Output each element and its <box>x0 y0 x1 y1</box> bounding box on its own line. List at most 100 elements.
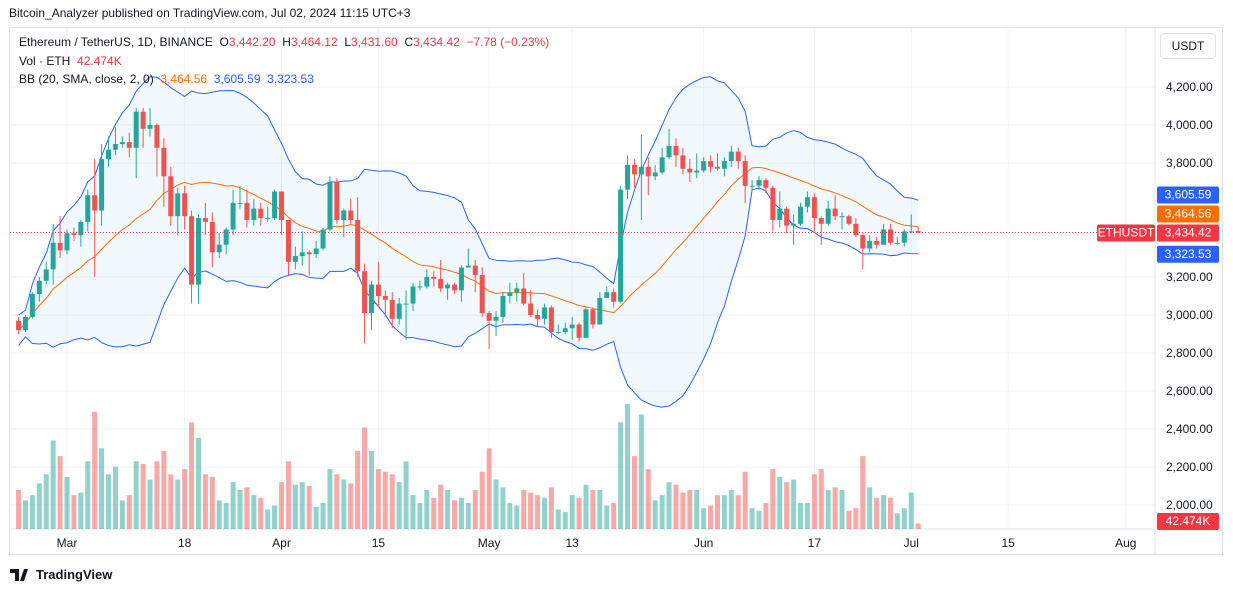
candle-body <box>348 210 354 220</box>
volume-bar <box>618 422 624 529</box>
low-value: 3,431.60 <box>351 35 398 49</box>
currency-unit-button[interactable]: USDT <box>1160 33 1216 59</box>
candle-body <box>507 292 513 296</box>
volume-bar <box>119 500 125 529</box>
volume-bar <box>825 489 831 529</box>
volume-legend[interactable]: Vol · ETH 42.474K <box>19 54 122 68</box>
volume-bar <box>251 495 257 529</box>
volume-bar <box>555 509 561 529</box>
price-tick-label: 2,400.00 <box>1166 422 1213 436</box>
candle-body <box>472 265 478 276</box>
volume-bar <box>604 505 610 529</box>
bb-legend[interactable]: BB (20, SMA, close, 2, 0) 3,464.56 3,605… <box>19 72 314 86</box>
candle-body <box>576 324 582 338</box>
volume-bar <box>355 450 361 529</box>
candle-body <box>569 324 575 329</box>
volume-bar <box>728 489 734 529</box>
volume-bar <box>694 489 700 529</box>
volume-bar <box>514 505 520 529</box>
volume-bar <box>64 476 70 529</box>
volume-bar <box>611 502 617 529</box>
volume-bar <box>306 486 312 529</box>
candle-body <box>362 271 368 314</box>
volume-bar <box>292 484 298 529</box>
candle-body <box>147 125 153 129</box>
candle-body <box>521 288 527 304</box>
volume-bar <box>279 482 285 529</box>
volume-bar <box>770 469 776 529</box>
volume-bar <box>50 440 56 529</box>
volume-bar <box>29 495 35 529</box>
volume-bar <box>92 411 98 529</box>
publish-info: Bitcoin_Analyzer published on TradingVie… <box>9 6 411 20</box>
volume-bar <box>36 483 42 529</box>
candle-body <box>216 244 222 253</box>
volume-bar <box>237 489 243 529</box>
candle-body <box>798 206 804 224</box>
candle-body <box>85 195 91 222</box>
candle-body <box>666 145 672 158</box>
tradingview-logo[interactable]: TradingView <box>10 567 112 582</box>
volume-bar <box>631 456 637 529</box>
candle-body <box>721 161 727 169</box>
change-value: −7.78 (−0.23%) <box>466 35 550 49</box>
candle-body <box>92 195 98 211</box>
bb-upper-badge: 3,605.59 <box>1165 187 1212 201</box>
tradingview-logo-icon <box>10 568 28 581</box>
volume-bar <box>382 471 388 529</box>
candle-body <box>881 229 887 245</box>
volume-bar <box>569 495 575 529</box>
candle-body <box>410 286 416 304</box>
volume-bar <box>71 495 77 529</box>
volume-bar <box>22 500 28 529</box>
time-tick-label: 13 <box>565 536 579 550</box>
volume-bar <box>680 492 686 529</box>
candle-body <box>763 180 769 188</box>
candle-body <box>272 191 278 219</box>
candle-body <box>16 320 22 331</box>
volume-bar <box>735 495 741 529</box>
volume-value: 42.474K <box>77 54 122 68</box>
time-tick-label: Mar <box>57 536 78 550</box>
volume-bar <box>645 469 651 529</box>
candle-body <box>514 288 520 293</box>
candle-body <box>396 303 402 319</box>
candle-body <box>631 164 637 175</box>
candle-body <box>687 168 693 173</box>
volume-bar <box>784 482 790 529</box>
volume-bar <box>818 469 824 529</box>
volume-bar <box>43 474 49 529</box>
candle-body <box>825 208 831 224</box>
volume-bar <box>133 461 139 529</box>
candle-body <box>846 216 852 224</box>
volume-bar <box>396 482 402 529</box>
volume-bar <box>334 474 340 529</box>
volume-bar <box>438 484 444 529</box>
volume-bar <box>168 474 174 529</box>
candle-body <box>611 292 617 302</box>
candle-body <box>535 315 541 319</box>
volume-bar <box>576 497 582 529</box>
volume-bar <box>106 474 112 529</box>
bb-upper-badge-bg <box>1157 186 1219 204</box>
last-price-badge: 3,434.42 <box>1165 225 1212 239</box>
candle-body <box>784 208 790 226</box>
candle-body <box>106 149 112 160</box>
volume-bar <box>590 489 596 529</box>
symbol-title[interactable]: Ethereum / TetherUS, 1D, BINANCE <box>19 35 213 49</box>
volume-bar <box>272 505 278 529</box>
candle-body <box>99 159 105 211</box>
volume-bar <box>908 492 914 529</box>
volume-bar <box>85 461 91 529</box>
candle-body <box>804 197 810 207</box>
chart-frame[interactable] <box>9 27 1223 555</box>
candle-body <box>265 218 271 220</box>
candle-body <box>832 208 838 217</box>
candle-body <box>161 147 167 177</box>
candle-body <box>22 316 28 331</box>
volume-bar <box>320 502 326 529</box>
open-value: 3,442.20 <box>228 35 276 49</box>
bb-basis-value: 3,464.56 <box>160 72 208 86</box>
candle-body <box>334 182 340 220</box>
